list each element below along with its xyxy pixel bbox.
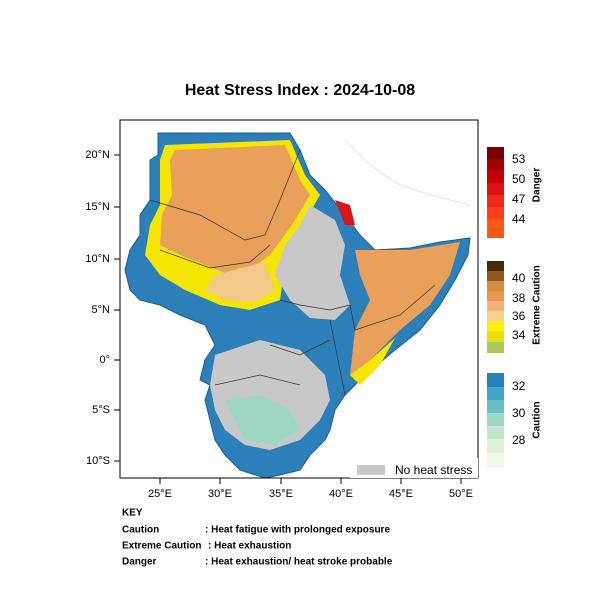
cb-swatch bbox=[487, 171, 504, 183]
lon-label: 25°E bbox=[148, 488, 172, 500]
key-title: KEY bbox=[122, 508, 143, 519]
region-horn-yellow bbox=[350, 338, 395, 385]
key-level: Extreme Caution bbox=[122, 541, 201, 552]
lon-label: 50°E bbox=[449, 488, 473, 500]
no-heat-label: No heat stress bbox=[395, 463, 472, 477]
cb-swatch bbox=[487, 400, 504, 413]
sea-outline bbox=[344, 139, 471, 206]
cb-swatch bbox=[487, 147, 504, 159]
cb-label: 36 bbox=[512, 309, 526, 323]
cb-swatch bbox=[487, 301, 504, 311]
lat-label: 5°S bbox=[92, 404, 110, 416]
region-orange bbox=[160, 145, 310, 275]
cb-swatch bbox=[487, 311, 504, 321]
region-lightblue-south bbox=[225, 395, 300, 445]
cb-swatch bbox=[487, 439, 504, 453]
cb-label: 47 bbox=[512, 192, 526, 206]
cb-title: Danger bbox=[532, 168, 543, 203]
cb-swatch bbox=[487, 321, 504, 331]
cb-swatch bbox=[487, 183, 504, 195]
title: Heat Stress Index : 2024-10-08 bbox=[185, 82, 415, 99]
borders bbox=[149, 149, 436, 396]
cb-label: 30 bbox=[512, 406, 526, 420]
lat-label: 15°N bbox=[85, 201, 110, 213]
region-gray-ethiopia bbox=[275, 205, 350, 320]
map: No heat stress bbox=[119, 119, 479, 479]
cb-swatch bbox=[487, 373, 504, 387]
cb-swatch bbox=[487, 426, 504, 439]
region-danger bbox=[335, 200, 355, 225]
lon-label: 30°E bbox=[208, 488, 232, 500]
cb-swatch bbox=[487, 342, 504, 353]
cb-title: Caution bbox=[532, 401, 543, 438]
cb-label: 40 bbox=[512, 271, 526, 285]
no-heat-swatch bbox=[357, 465, 385, 475]
cb-label: 38 bbox=[512, 291, 526, 305]
lat-label: 10°N bbox=[85, 253, 110, 265]
cb-swatch bbox=[487, 291, 504, 301]
map-frame bbox=[119, 119, 479, 479]
key-level: Danger bbox=[122, 557, 157, 568]
cb-label: 32 bbox=[512, 379, 526, 393]
lon-label: 35°E bbox=[269, 488, 293, 500]
cb-swatch bbox=[487, 453, 504, 467]
key-desc: : Heat exhaustion bbox=[208, 541, 291, 552]
key-desc: : Heat fatigue with prolonged exposure bbox=[205, 525, 390, 536]
cb-swatch bbox=[487, 271, 504, 281]
cb-label: 28 bbox=[512, 433, 526, 447]
lat-label: 20°N bbox=[85, 149, 110, 161]
cb-swatch bbox=[487, 413, 504, 426]
cb-swatch bbox=[487, 219, 504, 238]
cb-swatch bbox=[487, 281, 504, 291]
lat-label: 10°S bbox=[86, 455, 110, 467]
cb-label: 50 bbox=[512, 172, 526, 186]
colorbars: 53 50 47 44 Danger 40 38 36 34 Extreme C… bbox=[487, 147, 543, 467]
cb-swatch bbox=[487, 195, 504, 207]
cb-label: 53 bbox=[512, 152, 526, 166]
region-light-orange bbox=[205, 262, 275, 302]
cb-title: Extreme Caution bbox=[532, 265, 543, 344]
cb-swatch bbox=[487, 207, 504, 219]
cb-swatch bbox=[487, 331, 504, 342]
cb-label: 44 bbox=[512, 212, 526, 226]
region-horn bbox=[350, 242, 460, 375]
key-desc: : Heat exhaustion/ heat stroke probable bbox=[205, 557, 393, 568]
cb-swatch bbox=[487, 261, 504, 271]
lat-label: 0° bbox=[99, 354, 110, 366]
lon-label: 40°E bbox=[329, 488, 353, 500]
cb-label: 34 bbox=[512, 328, 526, 342]
key-level: Caution bbox=[122, 525, 159, 536]
cb-swatch bbox=[487, 387, 504, 400]
lat-label: 5°N bbox=[92, 304, 111, 316]
lon-label: 45°E bbox=[389, 488, 413, 500]
cb-swatch bbox=[487, 159, 504, 171]
